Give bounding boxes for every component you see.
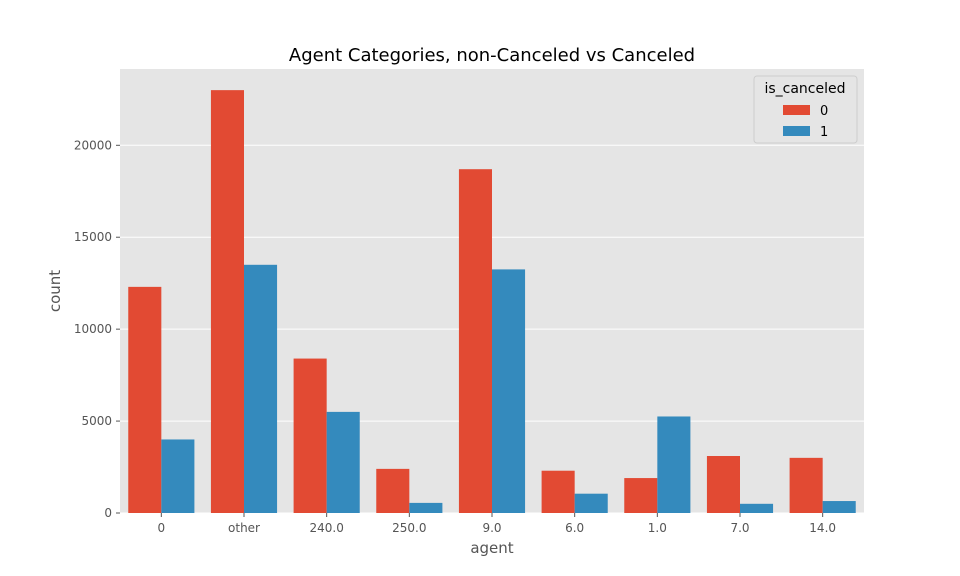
- x-tick-label: 240.0: [309, 521, 343, 535]
- x-tick-label: 250.0: [392, 521, 426, 535]
- x-tick-label: 1.0: [648, 521, 667, 535]
- y-tick-label: 10000: [74, 322, 112, 336]
- y-tick-label: 20000: [74, 138, 112, 152]
- y-tick-label: 15000: [74, 230, 112, 244]
- bar-240.0-series-1: [326, 411, 360, 513]
- bar-6.0-series-1: [574, 493, 608, 513]
- legend-label-1: 1: [820, 125, 828, 140]
- bar-0-series-0: [128, 286, 162, 513]
- bar-14.0-series-1: [822, 501, 856, 513]
- legend-swatch-0: [783, 105, 810, 115]
- x-tick-label: 0: [158, 521, 166, 535]
- legend-title: is_canceled: [764, 81, 845, 97]
- legend-swatch-1: [783, 126, 810, 136]
- bar-9.0-series-1: [492, 269, 526, 513]
- x-tick-label: 14.0: [809, 521, 836, 535]
- bar-1.0-series-0: [624, 478, 658, 513]
- x-axis-label: agent: [470, 539, 513, 557]
- bar-250.0-series-0: [376, 468, 410, 513]
- y-tick-label: 5000: [81, 414, 112, 428]
- bar-9.0-series-0: [458, 169, 492, 513]
- y-axis-ticks: 0 5000 10000 15000 20000: [74, 138, 120, 520]
- y-tick-label: 0: [104, 506, 112, 520]
- y-axis-label: count: [46, 270, 64, 312]
- bar-other-series-0: [210, 90, 244, 514]
- legend: is_canceled 0 1: [753, 75, 858, 144]
- bar-240.0-series-0: [293, 358, 327, 513]
- bar-250.0-series-1: [409, 502, 443, 513]
- bar-other-series-1: [244, 264, 278, 513]
- bars: [128, 90, 856, 514]
- bar-1.0-series-1: [657, 416, 691, 513]
- x-tick-label: 9.0: [482, 521, 501, 535]
- bar-14.0-series-0: [789, 457, 823, 513]
- bar-7.0-series-1: [740, 503, 774, 513]
- x-axis-ticks: 0 other 240.0 250.0 9.0 6.0 1.0 7.0 14.0: [158, 513, 836, 535]
- bar-6.0-series-0: [541, 470, 575, 513]
- x-tick-label: 6.0: [565, 521, 584, 535]
- legend-label-0: 0: [820, 104, 828, 119]
- bar-7.0-series-0: [706, 456, 740, 513]
- bar-0-series-1: [161, 439, 195, 513]
- chart-title: Agent Categories, non-Canceled vs Cancel…: [289, 45, 695, 66]
- x-tick-label: 7.0: [730, 521, 749, 535]
- x-tick-label: other: [228, 521, 260, 535]
